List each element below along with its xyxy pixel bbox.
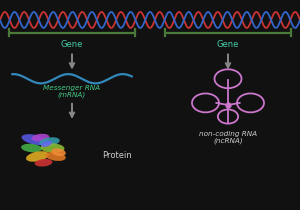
Text: Gene: Gene: [61, 40, 83, 49]
Text: non-coding RNA
(ncRNA): non-coding RNA (ncRNA): [199, 131, 257, 144]
Ellipse shape: [39, 137, 60, 146]
Ellipse shape: [21, 144, 42, 152]
Ellipse shape: [45, 152, 66, 161]
Text: Protein: Protein: [102, 151, 132, 160]
Ellipse shape: [32, 134, 50, 141]
Ellipse shape: [41, 141, 52, 147]
Ellipse shape: [40, 143, 64, 153]
Ellipse shape: [26, 151, 49, 162]
Ellipse shape: [22, 134, 47, 145]
Ellipse shape: [34, 159, 52, 167]
Text: Messenger RNA
(mRNA): Messenger RNA (mRNA): [44, 85, 100, 98]
Text: Gene: Gene: [217, 40, 239, 49]
Ellipse shape: [51, 148, 66, 156]
